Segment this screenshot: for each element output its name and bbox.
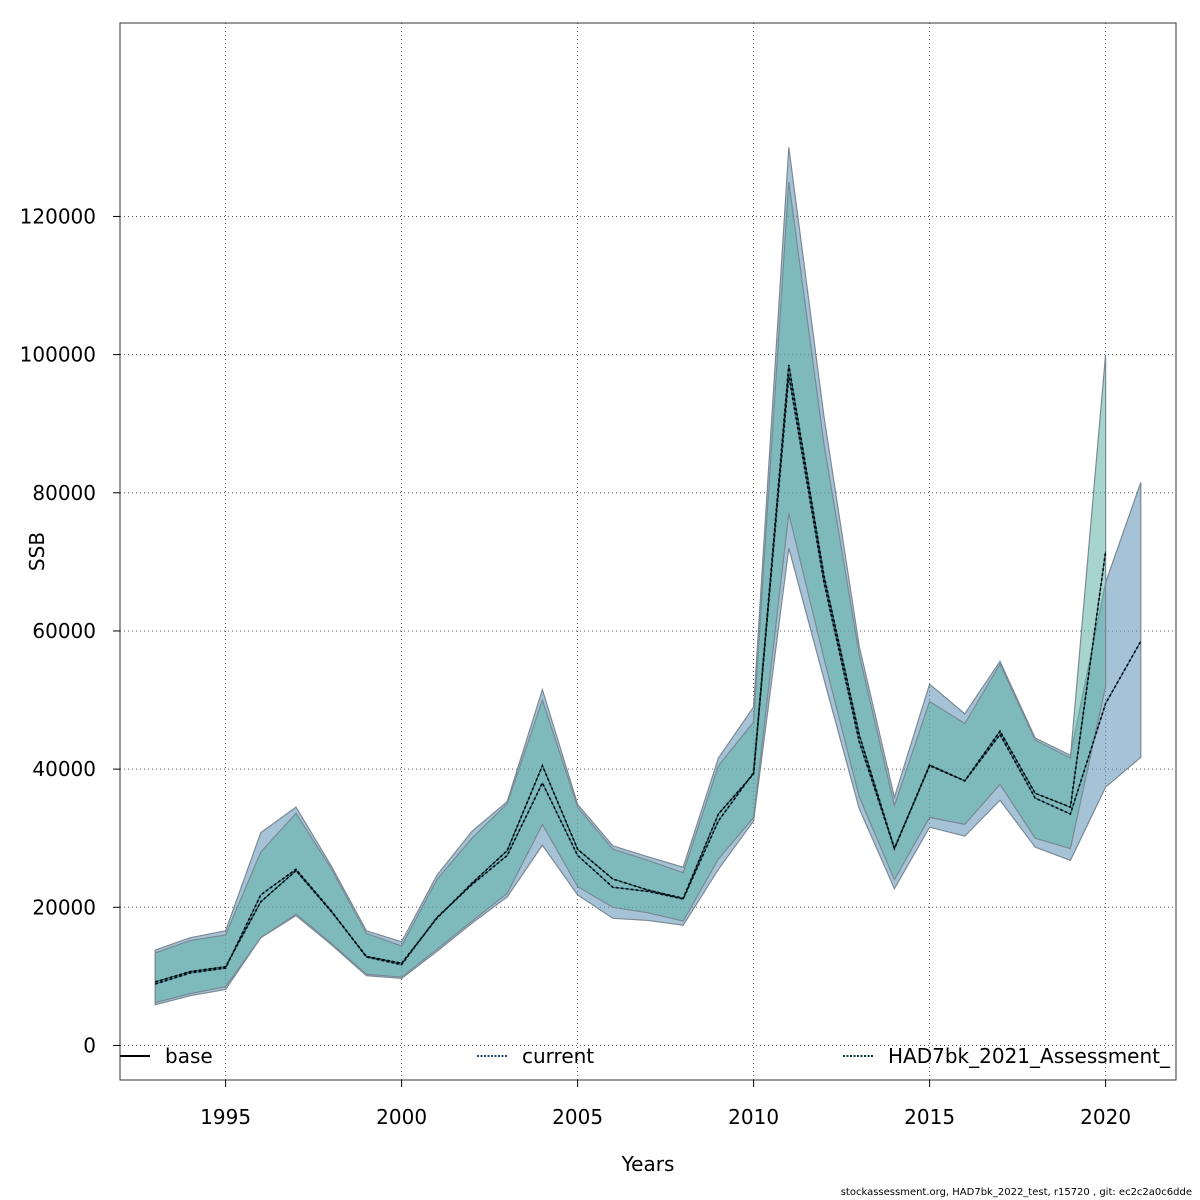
legend-label: HAD7bk_2021_Assessment_ <box>888 1044 1171 1068</box>
axes: 1995 2000 2005 2010 2015 2020 0 20000 40000 60000… <box>20 204 1131 1129</box>
x-tick-label: 2020 <box>1080 1105 1131 1129</box>
footer-credit: stockassessment.org, HAD7bk_2022_test, r… <box>840 1187 1192 1198</box>
y-tick-label: 20000 <box>32 895 96 919</box>
x-axis-title: Years <box>621 1152 675 1176</box>
y-tick-label: 120000 <box>20 204 96 228</box>
confidence-band-2 <box>154 181 1107 1004</box>
x-tick-label: 2005 <box>552 1105 603 1129</box>
x-tick-label: 2015 <box>904 1105 955 1129</box>
y-tick-label: 40000 <box>32 757 96 781</box>
confidence-bands <box>154 147 1142 1006</box>
series-line-1-inner <box>155 375 1142 985</box>
legend-label: current <box>522 1044 594 1068</box>
series-line-2-inner <box>155 364 1106 983</box>
y-tick-label: 80000 <box>32 481 96 505</box>
series-line-2 <box>154 364 1107 983</box>
x-tick-label: 1995 <box>200 1105 251 1129</box>
y-tick-label: 100000 <box>20 343 96 367</box>
x-tick-label: 2000 <box>376 1105 427 1129</box>
x-tick-label: 2010 <box>728 1105 779 1129</box>
plot-frame <box>119 22 1177 1081</box>
legend-label: base <box>165 1044 213 1068</box>
y-tick-label: 0 <box>83 1033 96 1057</box>
y-axis-title: SSB <box>25 532 49 571</box>
legend: base current HAD7bk_2021_Assessment_ <box>120 1044 1171 1068</box>
series-lines <box>154 364 1142 985</box>
y-tick-label: 60000 <box>32 619 96 643</box>
